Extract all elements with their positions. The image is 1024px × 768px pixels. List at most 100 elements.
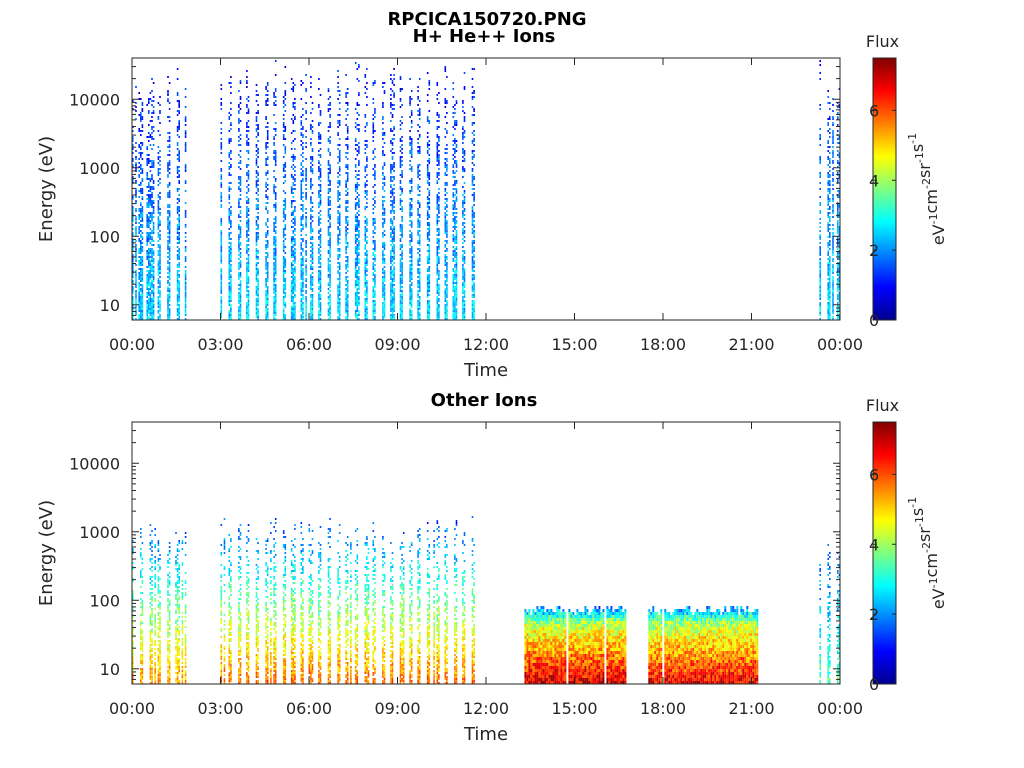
heatmap-cell bbox=[311, 210, 314, 212]
heatmap-cell bbox=[151, 216, 153, 218]
heatmap-cell bbox=[358, 232, 360, 234]
heatmap-cell bbox=[238, 182, 240, 184]
heatmap-cell bbox=[141, 256, 144, 258]
heatmap-cell bbox=[337, 98, 339, 100]
heatmap-cell bbox=[383, 222, 386, 224]
heatmap-cell bbox=[138, 232, 140, 234]
heatmap-cell bbox=[391, 308, 394, 310]
heatmap-cell bbox=[178, 200, 180, 202]
heatmap-cell bbox=[446, 312, 448, 314]
heatmap-cell bbox=[438, 136, 440, 138]
heatmap-cell bbox=[391, 208, 394, 210]
heatmap-cell bbox=[257, 208, 259, 210]
heatmap-cell bbox=[366, 256, 368, 258]
heatmap-cell bbox=[356, 246, 359, 248]
heatmap-cell bbox=[410, 288, 413, 290]
heatmap-cell bbox=[247, 306, 250, 308]
heatmap-cell bbox=[140, 230, 142, 232]
heatmap-cell bbox=[292, 252, 295, 254]
heatmap-cell bbox=[418, 216, 421, 218]
heatmap-cell bbox=[230, 258, 232, 260]
heatmap-cell bbox=[382, 294, 384, 296]
heatmap-cell bbox=[266, 242, 269, 244]
heatmap-cell bbox=[184, 280, 187, 282]
heatmap-cell bbox=[383, 82, 386, 84]
heatmap-cell bbox=[294, 118, 296, 120]
heatmap-cell bbox=[390, 196, 392, 198]
heatmap-cell bbox=[239, 178, 242, 180]
heatmap-cell bbox=[290, 204, 293, 206]
heatmap-cell bbox=[176, 100, 179, 102]
heatmap-cell bbox=[366, 236, 368, 238]
heatmap-cell bbox=[292, 260, 295, 262]
heatmap-cell bbox=[436, 292, 439, 294]
heatmap-cell bbox=[138, 222, 140, 224]
heatmap-cell bbox=[338, 206, 341, 208]
heatmap-cell bbox=[417, 168, 419, 170]
heatmap-cell bbox=[132, 218, 134, 220]
heatmap-cell bbox=[426, 136, 429, 138]
heatmap-cell bbox=[372, 82, 375, 84]
heatmap-cell bbox=[426, 304, 429, 306]
heatmap-cell bbox=[417, 248, 419, 250]
heatmap-cell bbox=[302, 128, 304, 130]
heatmap-cell bbox=[176, 232, 179, 234]
heatmap-cell bbox=[327, 252, 330, 254]
heatmap-cell bbox=[393, 92, 395, 94]
heatmap-cell bbox=[255, 286, 258, 288]
heatmap-cell bbox=[374, 170, 376, 172]
heatmap-cell bbox=[138, 170, 140, 172]
heatmap-cell bbox=[178, 154, 180, 156]
heatmap-cell bbox=[399, 202, 402, 204]
heatmap-cell bbox=[138, 290, 140, 292]
heatmap-cell bbox=[438, 300, 440, 302]
heatmap-cell bbox=[247, 224, 250, 226]
heatmap-cell bbox=[446, 182, 448, 184]
heatmap-cell bbox=[176, 314, 179, 316]
heatmap-cell bbox=[300, 194, 303, 196]
heatmap-cell bbox=[292, 288, 295, 290]
heatmap-cell bbox=[292, 304, 295, 306]
heatmap-cell bbox=[438, 160, 440, 162]
heatmap-cell bbox=[135, 280, 137, 282]
heatmap-cell bbox=[290, 306, 293, 308]
heatmap-cell bbox=[292, 268, 295, 270]
heatmap-cell bbox=[220, 260, 223, 262]
heatmap-cell bbox=[452, 220, 455, 222]
heatmap-cell bbox=[138, 294, 140, 296]
heatmap-cell bbox=[146, 206, 148, 208]
heatmap-cell bbox=[428, 122, 431, 124]
heatmap-cell bbox=[428, 276, 431, 278]
heatmap-cell bbox=[428, 312, 431, 314]
heatmap-cell bbox=[302, 208, 304, 210]
heatmap-cell bbox=[292, 226, 295, 228]
heatmap-cell bbox=[140, 184, 142, 186]
heatmap-cell bbox=[358, 162, 360, 164]
heatmap-cell bbox=[294, 288, 296, 290]
heatmap-cell bbox=[140, 258, 142, 260]
heatmap-cell bbox=[358, 92, 360, 94]
heatmap-cell bbox=[255, 116, 258, 118]
heatmap-cell bbox=[178, 208, 180, 210]
heatmap-cell bbox=[141, 130, 144, 132]
heatmap-cell bbox=[390, 106, 392, 108]
heatmap-cell bbox=[146, 232, 148, 234]
heatmap-cell bbox=[428, 200, 431, 202]
heatmap-cell bbox=[366, 290, 368, 292]
heatmap-cell bbox=[176, 302, 179, 304]
heatmap-cell bbox=[428, 234, 431, 236]
heatmap-cell bbox=[382, 316, 384, 318]
heatmap-cell bbox=[178, 228, 180, 230]
heatmap-cell bbox=[239, 206, 242, 208]
heatmap-cell bbox=[238, 238, 240, 240]
heatmap-cell bbox=[452, 280, 455, 282]
heatmap-cell bbox=[310, 250, 312, 252]
heatmap-cell bbox=[149, 178, 152, 180]
heatmap-cell bbox=[238, 104, 240, 106]
heatmap-cell bbox=[151, 148, 153, 150]
heatmap-cell bbox=[157, 278, 160, 280]
heatmap-cell bbox=[290, 200, 293, 202]
heatmap-cell bbox=[418, 146, 421, 148]
heatmap-cell bbox=[310, 210, 312, 212]
heatmap-cell bbox=[238, 242, 240, 244]
